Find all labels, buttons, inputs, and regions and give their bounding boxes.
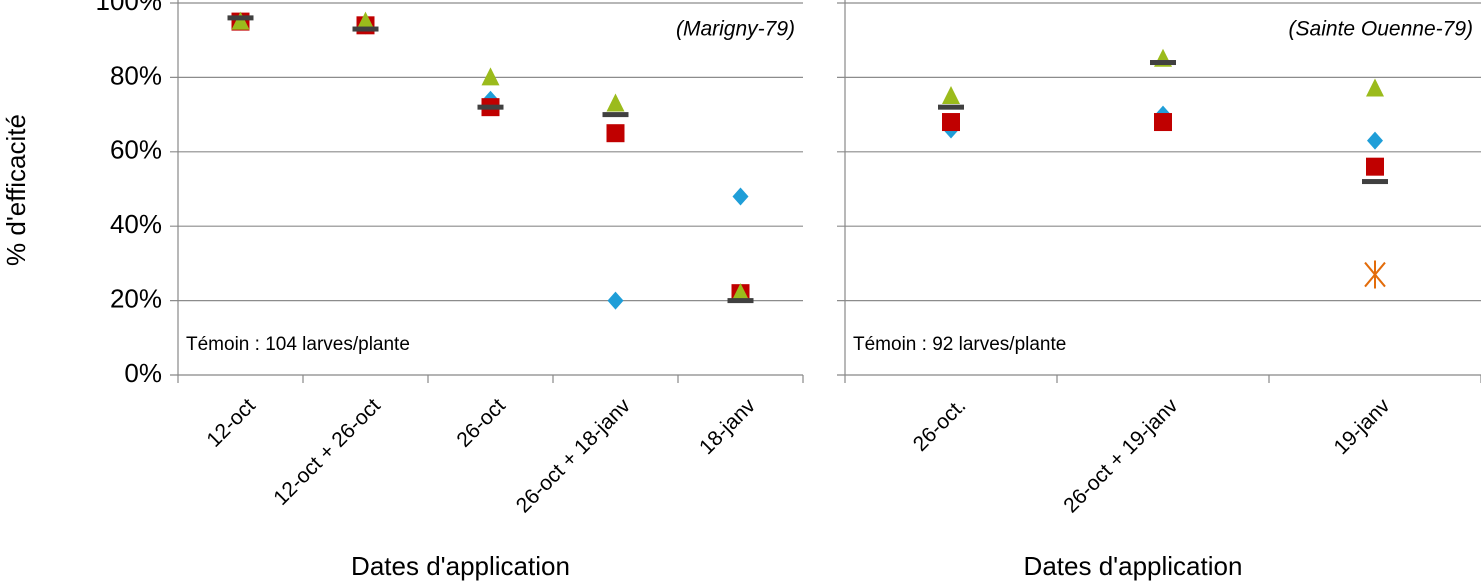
triangle-marker	[731, 283, 750, 302]
square-marker	[1154, 113, 1172, 132]
y-tick-label: 20%	[110, 283, 162, 313]
note: Témoin : 92 larves/plante	[853, 334, 1066, 355]
dash-marker	[1150, 60, 1176, 66]
triangle-marker	[231, 11, 250, 30]
cross-marker	[1364, 260, 1386, 289]
y-tick-label: 40%	[110, 209, 162, 239]
square-marker	[1366, 157, 1384, 176]
y-tick-label: 100%	[96, 0, 163, 16]
triangle-marker	[606, 93, 625, 112]
dash-marker	[727, 298, 754, 304]
x-axis-label: Dates d'application	[1024, 551, 1243, 581]
dash-marker	[352, 26, 379, 32]
triangle-marker	[942, 86, 960, 104]
dash-marker	[227, 15, 254, 21]
y-tick-label: 60%	[110, 135, 162, 165]
y-tick-label: 0%	[124, 358, 162, 388]
dash-marker	[938, 104, 964, 110]
note: Témoin : 104 larves/plante	[186, 334, 410, 355]
x-axis-label: Dates d'application	[351, 551, 570, 581]
dash-marker	[1362, 179, 1388, 185]
y-axis-label: % d'efficacité	[1, 114, 31, 266]
y-tick-label: 80%	[110, 60, 162, 90]
diamond-marker	[1367, 131, 1383, 150]
triangle-marker	[1366, 78, 1384, 97]
triangle-marker	[356, 11, 375, 30]
dash-marker	[602, 112, 629, 118]
dash-marker	[477, 104, 504, 110]
annotation: (Marigny-79)	[676, 18, 795, 41]
square-marker	[942, 113, 960, 132]
diamond-marker	[607, 291, 624, 310]
square-marker	[606, 124, 625, 143]
triangle-marker	[481, 67, 500, 86]
diamond-marker	[732, 187, 749, 206]
annotation: (Sainte Ouenne-79)	[1289, 18, 1473, 41]
